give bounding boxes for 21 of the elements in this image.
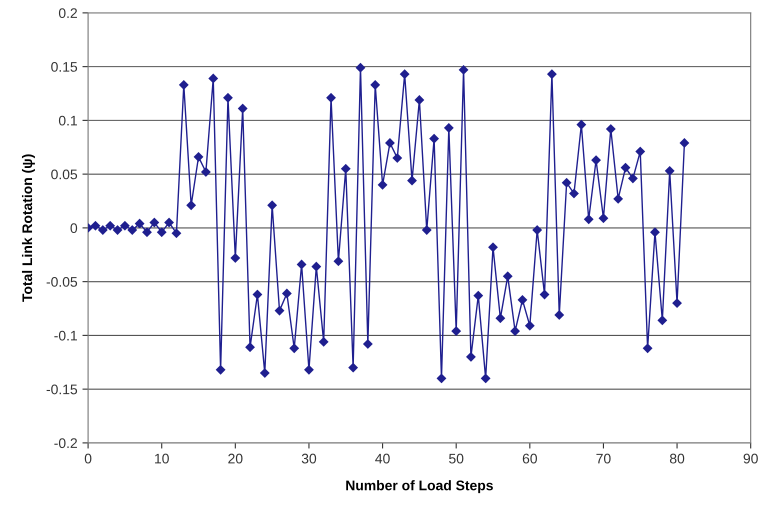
x-tick-label: 40: [375, 454, 390, 464]
y-tick-label: -0.15: [46, 384, 78, 394]
x-tick-label: 30: [302, 454, 316, 464]
y-tick-label: 0.15: [51, 62, 78, 72]
x-tick-label: 60: [522, 454, 537, 464]
x-tick-label: 0: [84, 454, 92, 464]
y-tick-label: -0.1: [54, 330, 77, 341]
y-tick-label: 0.1: [58, 116, 77, 126]
x-tick-label: 90: [744, 454, 758, 464]
y-tick-label: 0.05: [51, 169, 78, 180]
y-axis-title: Total Link Rotation (ψ): [22, 154, 35, 302]
x-tick-label: 70: [596, 454, 611, 464]
x-tick-label: 10: [155, 454, 169, 464]
y-tick-label: -0.2: [54, 438, 77, 448]
x-axis-title: Number of Load Steps: [346, 480, 493, 494]
y-tick-label: -0.05: [46, 276, 78, 287]
x-tick-label: 80: [670, 454, 684, 464]
y-tick-label: 0.2: [58, 8, 77, 18]
x-tick-label: 50: [449, 454, 464, 464]
x-tick-label: 20: [228, 454, 243, 464]
y-tick-label: 0: [70, 223, 78, 234]
